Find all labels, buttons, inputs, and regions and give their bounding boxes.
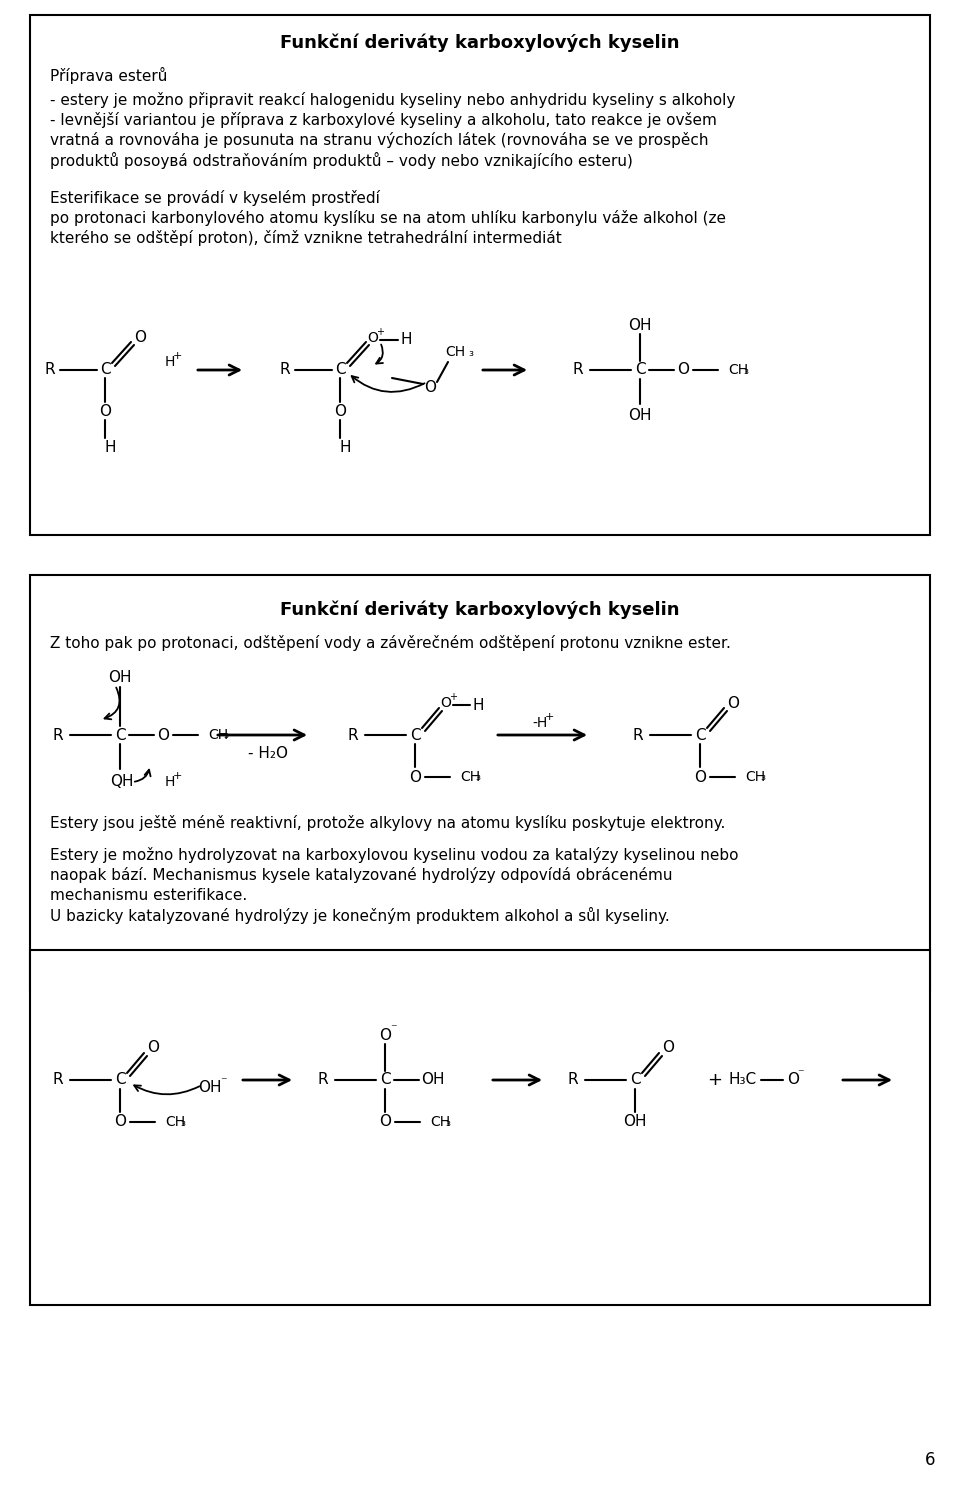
Text: CH: CH [208, 728, 228, 743]
Text: ₃: ₃ [743, 364, 748, 377]
Text: +: + [544, 713, 554, 722]
Text: - levnější variantou je příprava z karboxylové kyseliny a alkoholu, tato reakce : - levnější variantou je příprava z karbo… [50, 112, 717, 129]
Text: ⁻: ⁻ [797, 1067, 804, 1081]
Text: C: C [100, 362, 110, 377]
Text: H₃C: H₃C [729, 1072, 757, 1087]
Text: R: R [279, 362, 290, 377]
Text: O: O [379, 1027, 391, 1042]
FancyArrowPatch shape [351, 376, 424, 392]
Text: O: O [147, 1040, 159, 1055]
Text: vratná a rovnováha je posunuta na stranu výchozích látek (rovnováha se ve prospě: vratná a rovnováha je posunuta na stranu… [50, 132, 708, 148]
Text: O: O [677, 362, 689, 377]
FancyArrowPatch shape [376, 344, 383, 364]
Text: C: C [335, 362, 346, 377]
Text: 6: 6 [924, 1451, 935, 1469]
Text: OH: OH [623, 1114, 647, 1130]
Text: R: R [45, 362, 56, 377]
Text: CH: CH [444, 344, 465, 359]
Text: OH: OH [421, 1072, 444, 1087]
Text: po protonaci karbonylového atomu kyslíku se na atom uhlíku karbonylu váže alkoho: po protonaci karbonylového atomu kyslíku… [50, 210, 726, 226]
Text: -H: -H [533, 716, 547, 731]
Text: ₃: ₃ [223, 729, 228, 741]
Text: +: + [172, 771, 181, 781]
Text: Funkční deriváty karboxylových kyselin: Funkční deriváty karboxylových kyselin [280, 600, 680, 620]
Text: H: H [165, 355, 175, 368]
Text: +: + [376, 326, 384, 337]
Text: C: C [380, 1072, 391, 1087]
Text: O: O [694, 769, 706, 784]
Text: produktů posoувá odstraňováním produktů – vody nebo vznikajícího esteru): produktů posoувá odstraňováním produktů … [50, 151, 633, 169]
Text: O: O [334, 404, 346, 419]
Text: O: O [134, 329, 146, 344]
Text: +: + [708, 1070, 723, 1088]
Text: O: O [379, 1114, 391, 1130]
Text: Estery je možno hydrolyzovat na karboxylovou kyselinu vodou za katalýzy kyselino: Estery je možno hydrolyzovat na karboxyl… [50, 847, 738, 862]
Text: CH: CH [460, 769, 480, 784]
Text: O: O [409, 769, 421, 784]
Text: C: C [410, 728, 420, 743]
Text: CH: CH [728, 362, 748, 377]
Text: O: O [441, 696, 451, 710]
Text: R: R [573, 362, 584, 377]
Text: H: H [339, 440, 350, 455]
Text: Esterifikace se provádí v kyselém prostředí: Esterifikace se provádí v kyselém prostř… [50, 190, 380, 207]
Text: OH: OH [628, 317, 652, 332]
Text: ₃: ₃ [445, 1115, 450, 1129]
FancyArrowPatch shape [134, 769, 151, 781]
Text: Estery jsou ještě méně reaktivní, protože alkylovy na atomu kyslíku poskytuje el: Estery jsou ještě méně reaktivní, protož… [50, 814, 726, 831]
Text: C: C [114, 1072, 126, 1087]
Text: ⁻: ⁻ [390, 1022, 396, 1036]
Text: R: R [318, 1072, 328, 1087]
Bar [30, 15, 930, 534]
Text: ₃: ₃ [468, 346, 473, 358]
Text: R: R [53, 1072, 63, 1087]
Text: naopak bází. Mechanismus kysele katalyzované hydrolýzy odpovídá obrácenému: naopak bází. Mechanismus kysele katalyzo… [50, 867, 673, 883]
Bar [30, 575, 930, 990]
Text: H: H [105, 440, 116, 455]
Text: O: O [99, 404, 111, 419]
Text: kterého se odštěpí proton), čímž vznikne tetrahedrální intermediát: kterého se odštěpí proton), čímž vznikne… [50, 231, 562, 246]
Text: OH: OH [108, 671, 132, 686]
Text: CH: CH [165, 1115, 185, 1129]
Text: O: O [424, 380, 436, 395]
Text: U bazicky katalyzované hydrolýzy je konečným produktem alkohol a sůl kyseliny.: U bazicky katalyzované hydrolýzy je kone… [50, 907, 670, 924]
Text: ⁻: ⁻ [220, 1075, 227, 1088]
Text: OH: OH [199, 1081, 222, 1096]
Text: H: H [165, 775, 175, 789]
Text: CH: CH [430, 1115, 450, 1129]
Text: CH: CH [745, 769, 765, 784]
Text: O: O [662, 1040, 674, 1055]
Text: C: C [630, 1072, 640, 1087]
Text: ₃: ₃ [760, 771, 765, 783]
Text: mechanismu esterifikace.: mechanismu esterifikace. [50, 888, 248, 903]
Text: QH: QH [110, 774, 133, 789]
Bar [30, 951, 930, 1305]
Text: O: O [787, 1072, 799, 1087]
Text: ₃: ₃ [180, 1115, 185, 1129]
Text: C: C [635, 362, 645, 377]
Text: O: O [368, 331, 378, 344]
Text: O: O [114, 1114, 126, 1130]
Text: C: C [114, 728, 126, 743]
Text: - H₂O: - H₂O [248, 746, 288, 760]
Text: H: H [472, 698, 484, 713]
Text: O: O [727, 696, 739, 711]
Text: ₃: ₃ [475, 771, 480, 783]
Text: R: R [53, 728, 63, 743]
Text: Funkční deriváty karboxylových kyselin: Funkční deriváty karboxylových kyselin [280, 34, 680, 52]
Text: H: H [400, 332, 412, 347]
Text: Z toho pak po protonaci, odštěpení vody a závěrečném odštěpení protonu vznikne e: Z toho pak po protonaci, odštěpení vody … [50, 635, 731, 651]
Text: +: + [449, 692, 457, 702]
Text: OH: OH [628, 407, 652, 422]
Text: C: C [695, 728, 706, 743]
Text: +: + [172, 350, 181, 361]
Text: R: R [567, 1072, 578, 1087]
Text: R: R [633, 728, 643, 743]
FancyArrowPatch shape [134, 1085, 200, 1094]
Text: Příprava esterů: Příprava esterů [50, 66, 167, 84]
Text: R: R [348, 728, 358, 743]
FancyArrowPatch shape [105, 687, 120, 720]
Text: - estery je možno připravit reakcí halogenidu kyseliny nebo anhydridu kyseliny s: - estery je možno připravit reakcí halog… [50, 91, 735, 108]
Text: O: O [157, 728, 169, 743]
